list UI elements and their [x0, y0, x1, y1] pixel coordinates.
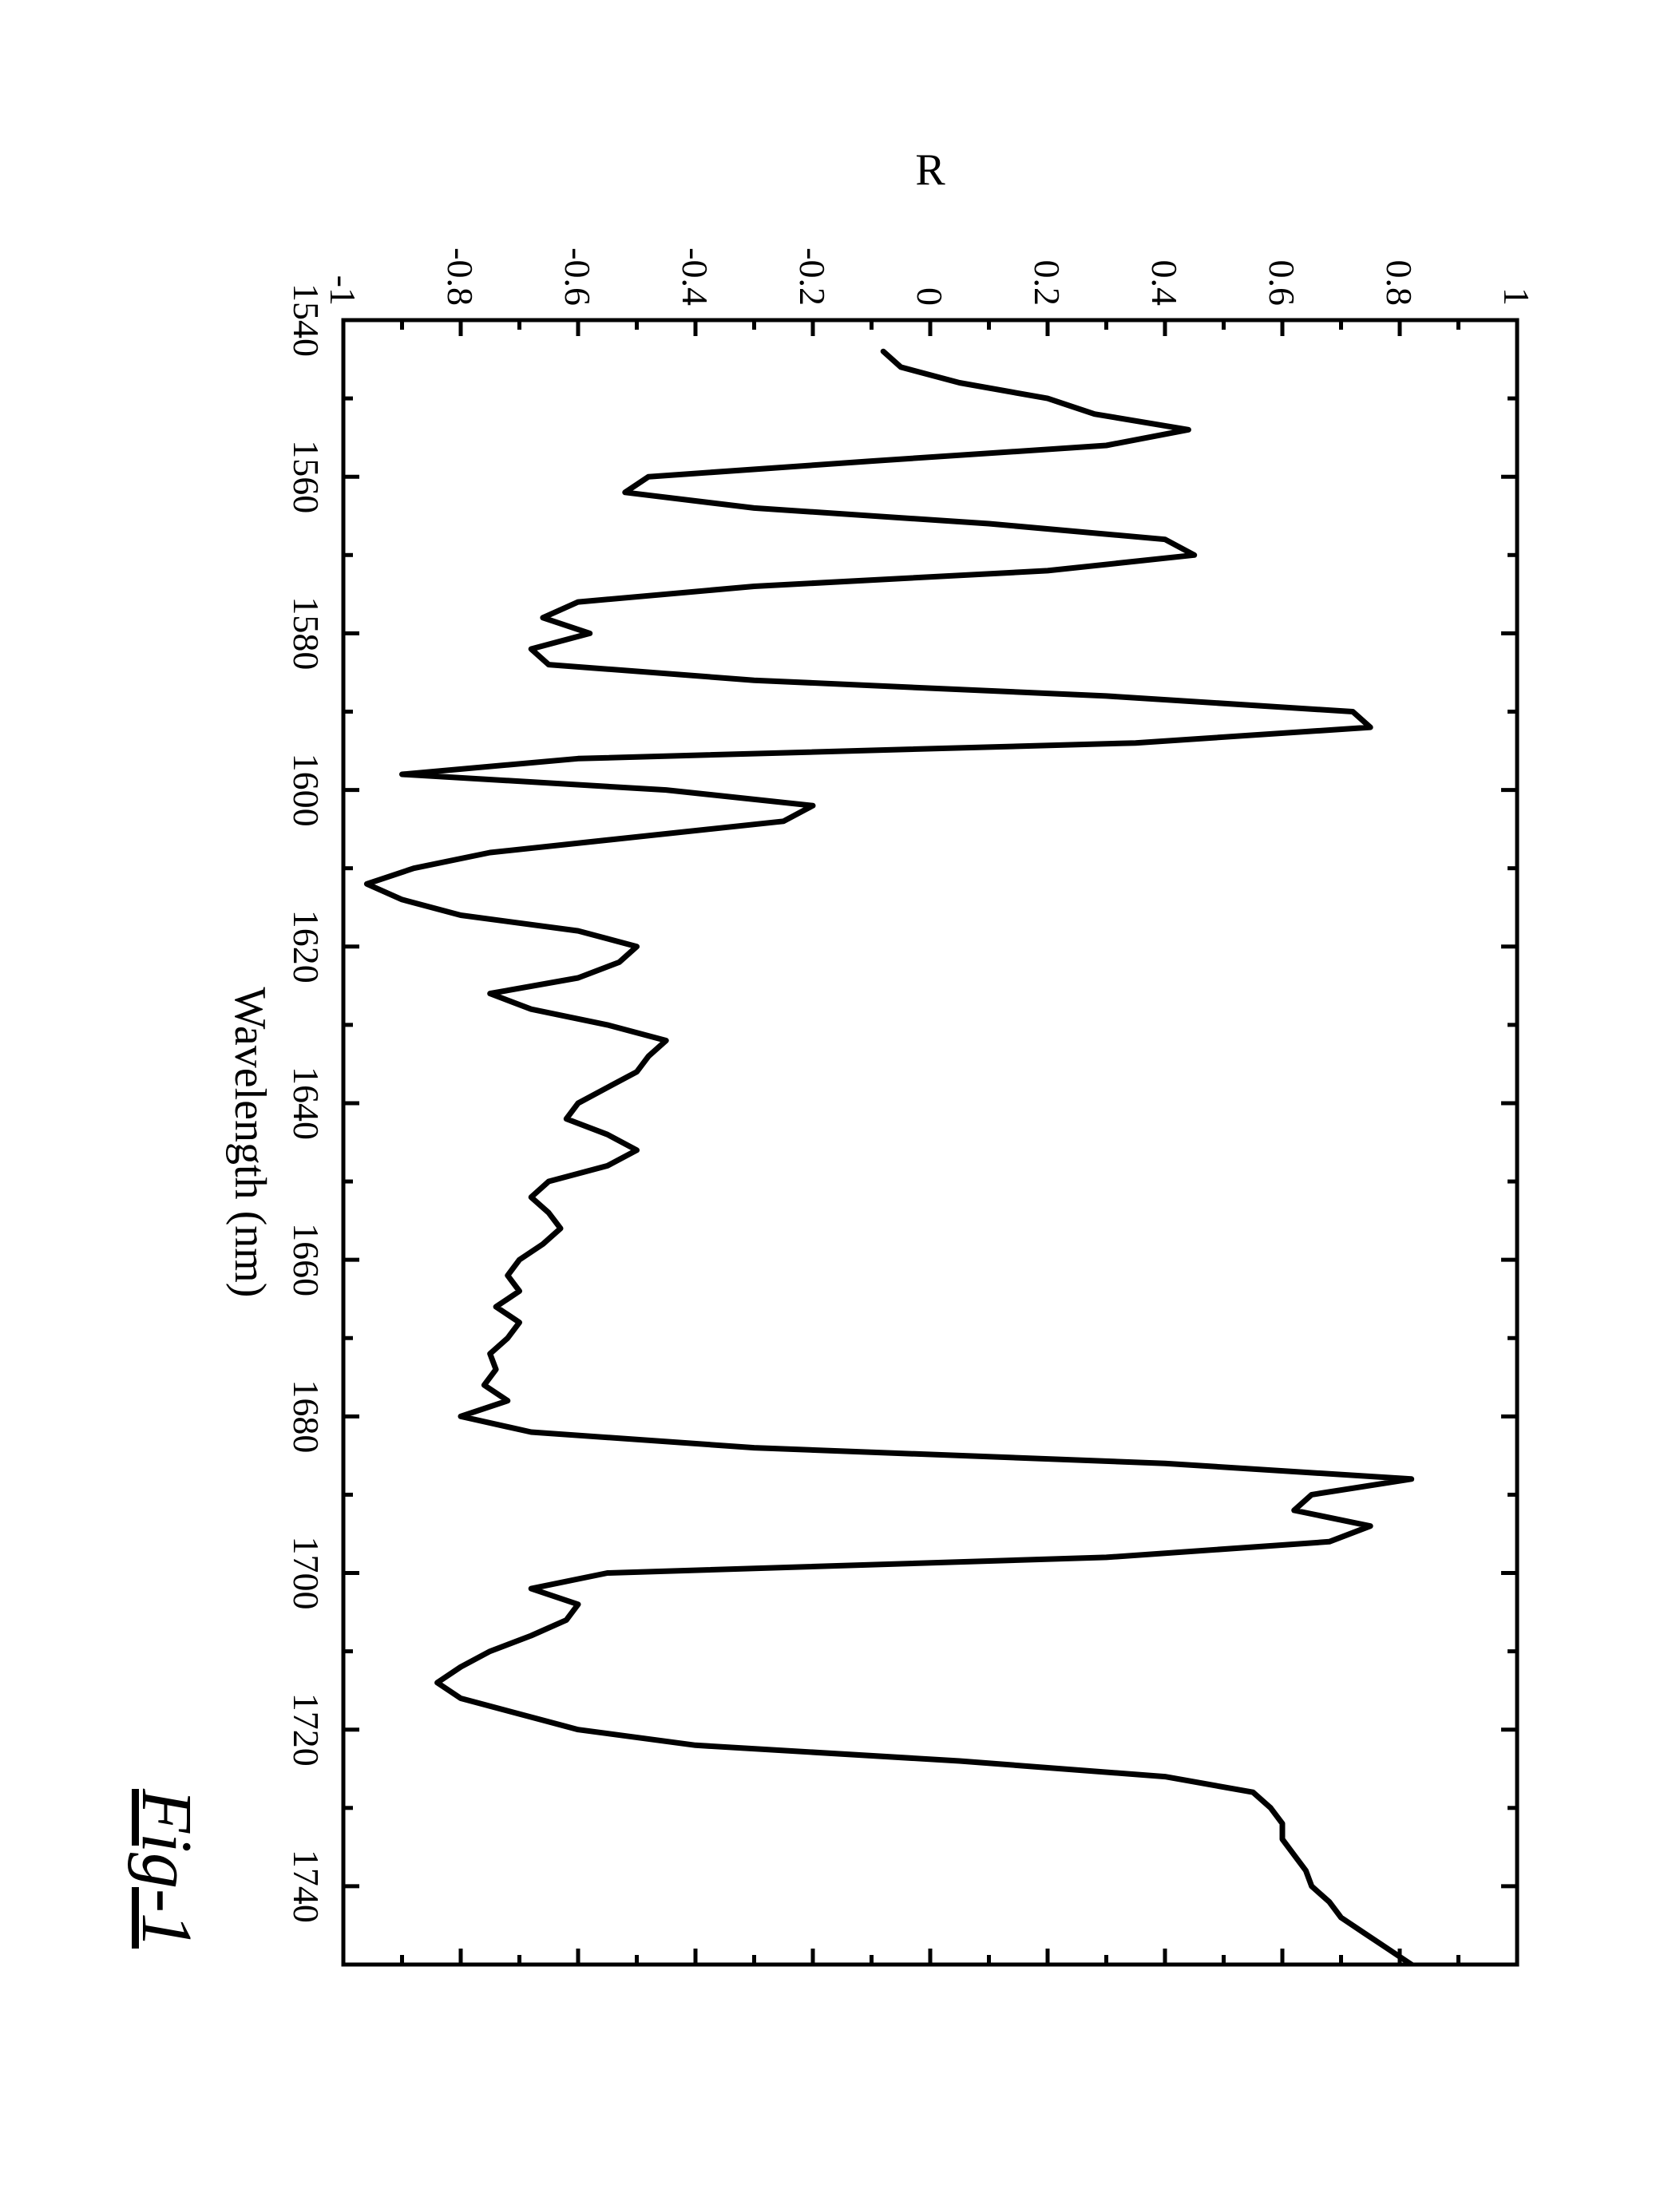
svg-text:-0.2: -0.2: [792, 247, 833, 306]
svg-text:-0.4: -0.4: [675, 247, 715, 306]
svg-text:-0.6: -0.6: [557, 247, 598, 306]
svg-text:1560: 1560: [286, 440, 327, 513]
svg-text:0.8: 0.8: [1379, 259, 1420, 306]
svg-text:1: 1: [1496, 287, 1537, 306]
figure-label: Fig-1: [125, 1789, 208, 1949]
line-chart: 1540 1560 1580 1600 1620 1640 1660 1680 1700 1720…: [112, 97, 1565, 2116]
svg-text:0: 0: [909, 287, 950, 306]
chart-container: 1540 1560 1580 1600 1620 1640 1660 1680 1700 1720…: [112, 97, 1565, 2116]
svg-text:Wavelength (nm): Wavelength (nm): [225, 987, 275, 1297]
svg-text:1740: 1740: [286, 1849, 327, 1922]
svg-text:R: R: [915, 145, 945, 195]
svg-text:1660: 1660: [286, 1223, 327, 1296]
svg-text:1680: 1680: [286, 1379, 327, 1453]
svg-text:1540: 1540: [286, 283, 327, 357]
svg-text:1700: 1700: [286, 1536, 327, 1609]
svg-text:-0.8: -0.8: [440, 247, 481, 306]
svg-text:1720: 1720: [286, 1692, 327, 1766]
svg-text:0.4: 0.4: [1144, 259, 1185, 306]
svg-text:0.2: 0.2: [1027, 259, 1068, 306]
svg-text:1640: 1640: [286, 1066, 327, 1139]
svg-text:0.6: 0.6: [1262, 259, 1302, 306]
svg-text:1580: 1580: [286, 596, 327, 670]
svg-text:-1: -1: [323, 275, 363, 305]
svg-text:1600: 1600: [286, 753, 327, 826]
svg-text:1620: 1620: [286, 909, 327, 983]
